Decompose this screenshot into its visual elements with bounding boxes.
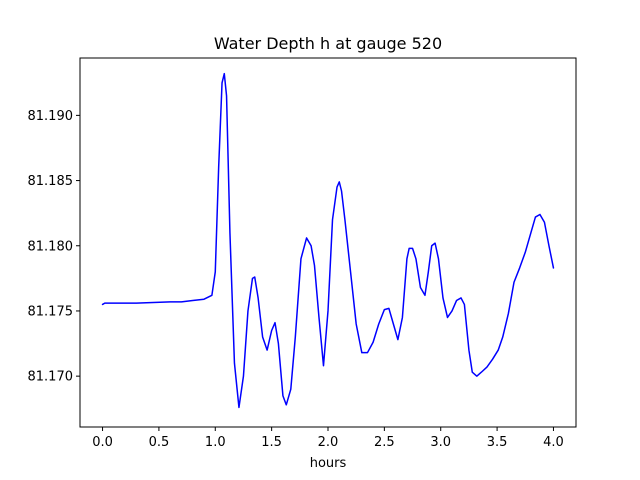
y-axis: 81.170 81.175 81.180 81.185 81.190 — [28, 109, 80, 385]
x-tick-label: 4.0 — [543, 435, 564, 450]
x-tick-label: 0.5 — [149, 435, 170, 450]
x-tick-label: 2.0 — [318, 435, 339, 450]
y-tick-label: 81.190 — [28, 109, 74, 124]
x-tick-label: 1.0 — [205, 435, 226, 450]
y-tick-label: 81.170 — [28, 370, 74, 385]
x-axis-label: hours — [310, 456, 347, 471]
series-line-0 — [101, 72, 555, 409]
y-tick-label: 81.180 — [28, 239, 74, 254]
x-axis: 0.0 0.5 1.0 1.5 2.0 2.5 3.0 3.5 4.0 — [92, 427, 564, 450]
x-tick-label: 2.5 — [374, 435, 395, 450]
axes-frame — [79, 57, 577, 428]
y-tick-label: 81.185 — [28, 174, 74, 189]
y-tick-label: 81.175 — [28, 304, 74, 319]
x-tick-label: 3.5 — [487, 435, 508, 450]
plot-area — [101, 72, 555, 409]
x-tick-label: 1.5 — [261, 435, 282, 450]
chart-title: Water Depth h at gauge 520 — [214, 34, 442, 53]
x-tick-label: 0.0 — [92, 435, 113, 450]
x-tick-label: 3.0 — [430, 435, 451, 450]
